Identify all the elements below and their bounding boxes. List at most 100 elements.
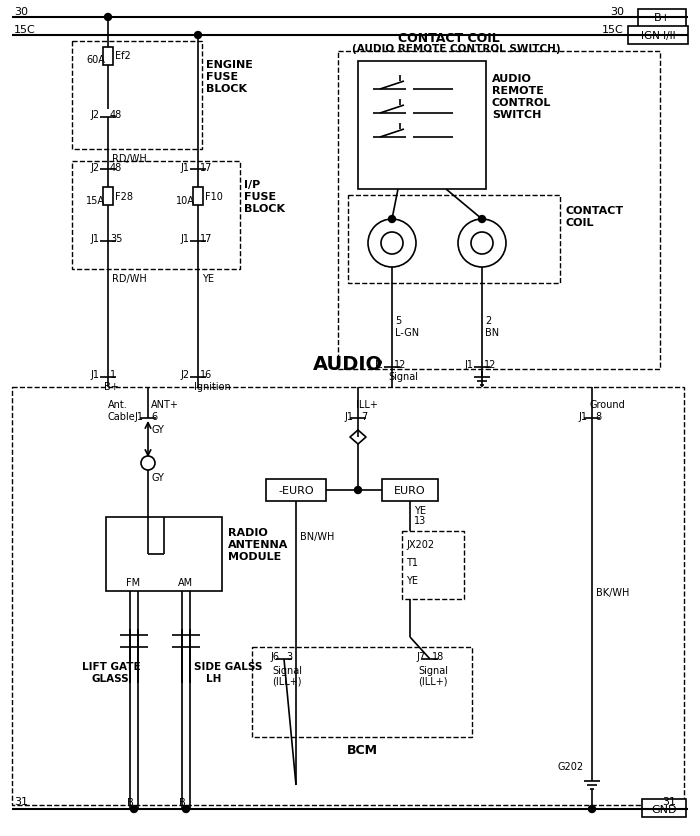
Text: 17: 17 — [200, 234, 212, 244]
Bar — [642, 799, 686, 817]
Text: BLOCK: BLOCK — [244, 204, 285, 214]
Text: J2: J2 — [180, 370, 189, 380]
Text: CONTACT: CONTACT — [566, 206, 624, 216]
Text: BCM: BCM — [346, 743, 377, 756]
Text: AM: AM — [178, 578, 193, 588]
Bar — [638, 10, 686, 28]
Text: 60A: 60A — [86, 55, 105, 65]
Text: ANTENNA: ANTENNA — [228, 539, 288, 549]
Text: -EURO: -EURO — [278, 486, 314, 496]
Bar — [72, 42, 202, 150]
Text: 12: 12 — [484, 359, 496, 370]
Text: F28: F28 — [115, 191, 133, 201]
Text: FUSE: FUSE — [206, 72, 238, 82]
Text: RADIO: RADIO — [228, 528, 267, 538]
Text: SWITCH: SWITCH — [492, 110, 541, 120]
Text: 5: 5 — [395, 316, 401, 325]
Text: FM: FM — [126, 578, 140, 588]
Text: SIDE GALSS: SIDE GALSS — [194, 661, 262, 671]
Text: EURO: EURO — [394, 486, 426, 496]
Text: Ignition: Ignition — [194, 381, 231, 391]
Text: 18: 18 — [432, 651, 444, 661]
Text: ILL+: ILL+ — [356, 400, 378, 410]
Text: LH: LH — [206, 673, 221, 683]
Text: Signal: Signal — [418, 665, 448, 675]
Text: CONTACT COIL: CONTACT COIL — [398, 32, 500, 45]
Text: (ILL+): (ILL+) — [418, 675, 447, 686]
Circle shape — [141, 456, 155, 471]
Bar — [103, 48, 113, 66]
Text: Ef2: Ef2 — [115, 51, 131, 61]
Text: RD/WH: RD/WH — [112, 273, 147, 283]
Text: B: B — [178, 797, 186, 807]
Text: REMOTE: REMOTE — [492, 86, 544, 96]
Text: YE: YE — [406, 575, 418, 585]
Text: GLASS: GLASS — [92, 673, 130, 683]
Text: B+: B+ — [654, 13, 671, 23]
Circle shape — [471, 232, 493, 255]
Text: B+: B+ — [104, 381, 119, 391]
Text: L-GN: L-GN — [395, 328, 419, 338]
Text: J1: J1 — [344, 411, 353, 421]
Text: J1: J1 — [134, 411, 143, 421]
Text: GND: GND — [651, 804, 677, 814]
Text: 7: 7 — [361, 411, 368, 421]
Text: 13: 13 — [414, 515, 426, 525]
Text: J1: J1 — [90, 234, 99, 244]
Text: GY: GY — [152, 472, 165, 482]
Text: JX202: JX202 — [406, 539, 434, 549]
Text: AUDIO: AUDIO — [492, 74, 532, 84]
Circle shape — [354, 487, 361, 494]
Text: Signal: Signal — [272, 665, 302, 675]
Text: ENGINE: ENGINE — [206, 60, 253, 70]
Text: J2: J2 — [90, 110, 99, 120]
Text: 15C: 15C — [14, 25, 36, 35]
Text: 16: 16 — [200, 370, 212, 380]
Bar — [193, 188, 203, 206]
Text: Ant.
Cable: Ant. Cable — [108, 400, 136, 421]
Bar — [103, 188, 113, 206]
Bar — [266, 479, 326, 502]
Text: 30: 30 — [14, 7, 28, 17]
Text: COIL: COIL — [566, 217, 594, 227]
Bar — [348, 196, 560, 283]
Text: J1: J1 — [90, 370, 99, 380]
Text: 8: 8 — [595, 411, 601, 421]
Text: BLOCK: BLOCK — [206, 84, 247, 94]
Bar — [382, 479, 438, 502]
Circle shape — [104, 14, 111, 22]
Text: 48: 48 — [110, 163, 122, 173]
Text: I/P: I/P — [244, 180, 260, 190]
Text: 15A: 15A — [86, 196, 105, 206]
Text: J6: J6 — [270, 651, 279, 661]
Text: 3: 3 — [286, 651, 292, 661]
Circle shape — [368, 220, 416, 268]
Text: 12: 12 — [394, 359, 407, 370]
Text: BN/WH: BN/WH — [300, 532, 335, 542]
Text: T1: T1 — [406, 558, 418, 568]
Text: (AUDIO REMOTE CONTROL SWITCH): (AUDIO REMOTE CONTROL SWITCH) — [352, 44, 561, 54]
Text: ANT+: ANT+ — [151, 400, 179, 410]
Bar — [252, 647, 472, 737]
Text: 10A: 10A — [176, 196, 195, 206]
Bar — [106, 517, 222, 591]
Circle shape — [195, 33, 202, 39]
Text: FUSE: FUSE — [244, 191, 276, 201]
Text: B: B — [127, 797, 134, 807]
Text: GY: GY — [152, 425, 165, 435]
Text: J1: J1 — [180, 163, 189, 173]
Text: BK/WH: BK/WH — [596, 588, 629, 597]
Circle shape — [389, 217, 396, 223]
Bar — [628, 27, 688, 45]
Bar — [72, 162, 240, 270]
Text: 1: 1 — [146, 459, 150, 468]
Text: MODULE: MODULE — [228, 551, 281, 561]
Text: LIFT GATE: LIFT GATE — [82, 661, 141, 671]
Text: J1: J1 — [578, 411, 587, 421]
Text: 17: 17 — [200, 163, 212, 173]
Text: J7: J7 — [416, 651, 425, 661]
Text: J2: J2 — [90, 163, 99, 173]
Circle shape — [381, 232, 403, 255]
Bar — [12, 388, 684, 805]
Text: 1: 1 — [110, 370, 116, 380]
